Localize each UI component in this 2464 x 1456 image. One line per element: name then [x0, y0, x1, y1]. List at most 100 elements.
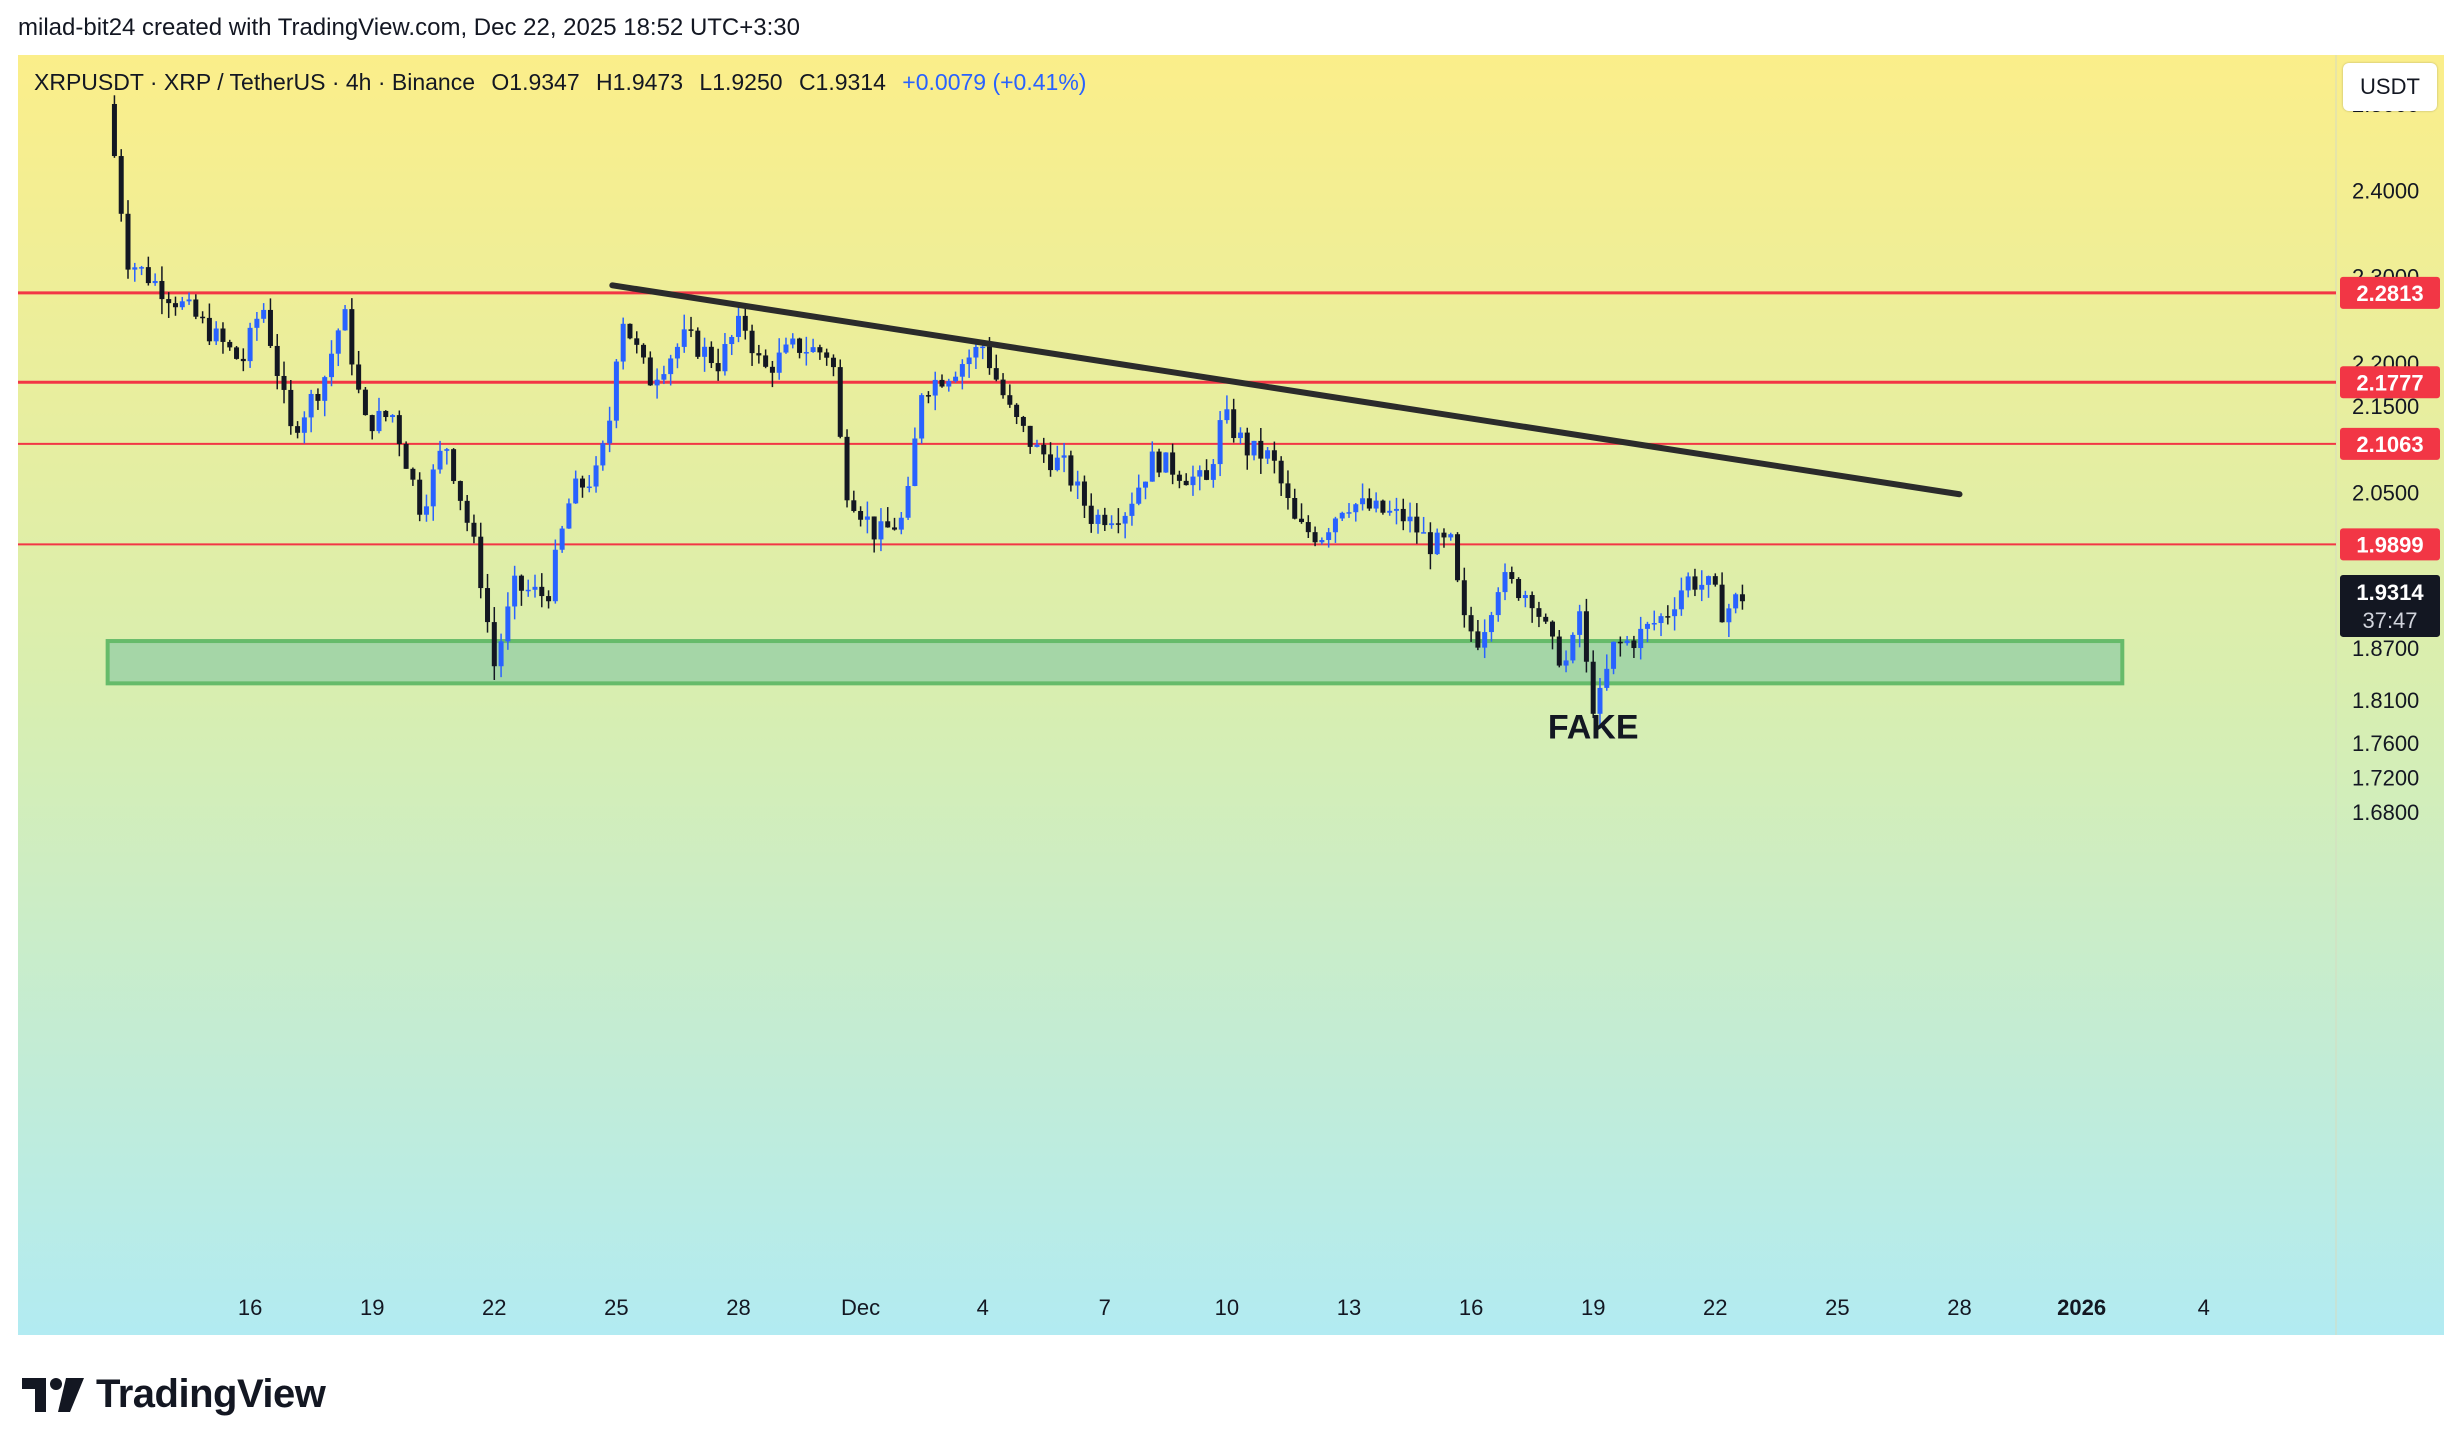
ohlc-high: H1.9473 [596, 69, 684, 95]
support-zone[interactable] [105, 639, 2125, 686]
candle-body [532, 586, 538, 590]
candle-body [681, 329, 687, 347]
tradingview-footer[interactable]: TradingView [22, 1372, 326, 1417]
descending-trendline[interactable] [609, 282, 1963, 498]
brand-name: TradingView [96, 1372, 326, 1416]
candle-body [1251, 440, 1257, 456]
candle-body [1712, 576, 1718, 585]
candle-body [837, 367, 843, 437]
candle-up [1217, 411, 1223, 477]
candle-up [566, 498, 572, 529]
y-tick-label: 1.8100 [2352, 688, 2419, 713]
candle-up [668, 354, 674, 386]
candle-body [620, 323, 626, 362]
candle-down [206, 303, 212, 346]
x-tick-label: 25 [1825, 1295, 1849, 1320]
candle-body [959, 364, 965, 377]
chart-area[interactable]: FAKE 2.50002.40002.30002.20002.15002.050… [18, 55, 2444, 1335]
candle-body [973, 346, 979, 358]
candle-up [525, 579, 531, 597]
candle-body [240, 358, 246, 362]
candle-body [864, 516, 870, 520]
candle-up [1733, 592, 1739, 614]
candle-down [715, 348, 721, 381]
candle-body [1604, 668, 1610, 688]
candle-body [247, 327, 253, 362]
candle-body [1400, 508, 1406, 522]
currency-selector-button[interactable]: USDT [2343, 63, 2437, 111]
candle-body [186, 299, 192, 302]
candle-body [579, 478, 585, 488]
y-tick-label: 1.6800 [2352, 800, 2419, 825]
candle-body [729, 336, 735, 345]
candle-down [647, 351, 653, 386]
candle-down [627, 323, 633, 340]
candle-down [1712, 573, 1718, 587]
candle-up [301, 411, 307, 444]
candle-up [661, 365, 667, 385]
candle-body [1034, 444, 1040, 447]
candle-down [1590, 650, 1596, 719]
candle-body [756, 353, 762, 356]
candle-up [186, 292, 192, 305]
candle-body [342, 309, 348, 331]
candle-body [1305, 522, 1311, 533]
candle-down [1258, 428, 1264, 474]
candle-down [471, 514, 477, 544]
candle-body [919, 395, 925, 439]
candle-body [139, 267, 145, 269]
candle-body [1197, 470, 1203, 477]
candle-body [1543, 616, 1549, 622]
symbol-title[interactable]: XRPUSDT · XRP / TetherUS · 4h · Binance [34, 69, 476, 95]
candle-up [1319, 537, 1325, 545]
candle-up [1488, 611, 1494, 642]
candle-body [1706, 576, 1712, 585]
candle-body [1672, 609, 1678, 617]
candle-down [281, 361, 287, 404]
ohlc-low: L1.9250 [699, 69, 783, 95]
candle-down [1176, 470, 1182, 489]
candle-body [552, 549, 558, 602]
candle-body [518, 575, 524, 591]
candle-up [1095, 509, 1101, 534]
candle-down [1102, 507, 1108, 531]
candle-down [1617, 636, 1623, 657]
level-tag-label: 2.1063 [2356, 432, 2423, 457]
candle-up [532, 574, 538, 598]
candle-body [111, 104, 117, 157]
candle-body [783, 344, 789, 353]
level-price-tag: 2.1063 [2340, 427, 2440, 460]
candle-up [620, 317, 626, 370]
level-price-tag: 2.1777 [2340, 366, 2440, 399]
candle-body [898, 517, 904, 530]
fake-annotation[interactable]: FAKE [1548, 709, 1639, 747]
candle-up [613, 359, 619, 429]
price-chart[interactable]: FAKE 2.50002.40002.30002.20002.15002.050… [18, 55, 2444, 1335]
candle-down [939, 374, 945, 388]
candle-up [1054, 445, 1060, 472]
candle-body [702, 346, 708, 357]
candle-body [376, 410, 382, 432]
candle-up [1434, 528, 1440, 556]
candle-down [885, 507, 891, 528]
candle-body [1271, 450, 1277, 461]
candle-up [261, 303, 267, 323]
level-tag-label: 1.9899 [2356, 532, 2423, 557]
candle-body [695, 330, 701, 357]
candle-down [403, 441, 409, 469]
candle-body [1048, 454, 1054, 471]
candle-down [1183, 473, 1189, 486]
candle-body [1143, 481, 1148, 488]
candle-body [485, 588, 491, 623]
candle-up [1672, 597, 1678, 631]
candle-body [1278, 460, 1284, 484]
candle-body [166, 299, 172, 304]
candle-down [111, 95, 117, 158]
candle-up [1563, 650, 1569, 673]
candle-body [851, 500, 857, 512]
candle-up [444, 447, 450, 465]
candle-body [912, 438, 918, 487]
candle-body [1685, 576, 1691, 591]
candle-body [1644, 623, 1650, 629]
candle-up [335, 328, 341, 367]
